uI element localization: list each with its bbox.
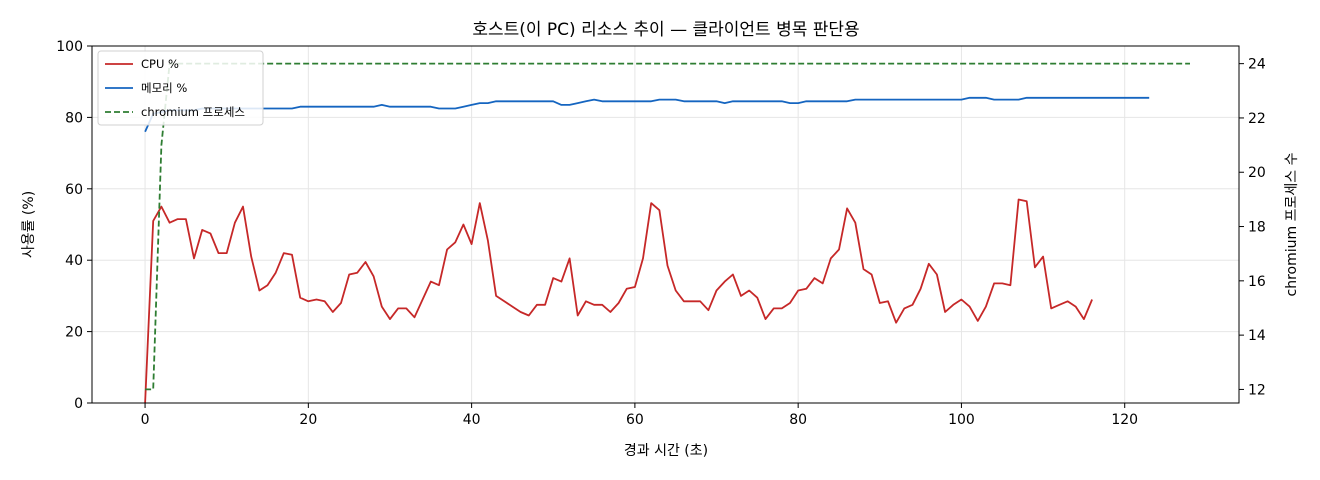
y-axis-left: 0 20 40 60 80 100 (56, 39, 92, 412)
x-tick-label: 80 (789, 412, 807, 428)
x-axis: 0 20 40 60 80 100 120 (141, 403, 1138, 428)
series-line-0 (144, 198, 1093, 404)
legend-label-2: chromium 프로세스 (141, 105, 245, 119)
y2-tick-label: 22 (1248, 111, 1266, 127)
chart-title: 호스트(이 PC) 리소스 추이 — 클라이언트 병목 판단용 (472, 20, 859, 40)
x-tick-label: 100 (948, 412, 975, 428)
y2-tick-label: 24 (1248, 57, 1266, 73)
y2-tick-label: 14 (1248, 328, 1266, 344)
y2-tick-label: 20 (1248, 165, 1266, 181)
series-layer (144, 62, 1190, 404)
y2-tick-label: 12 (1248, 382, 1266, 398)
y-tick-label: 0 (74, 396, 83, 412)
y-tick-label: 80 (65, 110, 83, 126)
x-tick-label: 40 (463, 412, 481, 428)
legend-label-1: 메모리 % (141, 81, 187, 95)
x-tick-label: 0 (141, 412, 150, 428)
series-line-2 (145, 62, 1190, 391)
y-tick-label: 60 (65, 182, 83, 198)
y2-tick-label: 18 (1248, 220, 1266, 236)
legend-box (97, 50, 264, 126)
x-tick-label: 60 (626, 412, 644, 428)
x-tick-label: 20 (299, 412, 317, 428)
legend: CPU % 메모리 % chromium 프로세스 (97, 50, 264, 126)
plot-frame (91, 45, 1240, 404)
y-tick-label: 100 (56, 39, 83, 55)
y2-tick-label: 16 (1248, 274, 1266, 290)
y2-axis-label: chromium 프로세스 수 (1284, 152, 1300, 296)
legend-label-0: CPU % (141, 57, 179, 71)
y-tick-label: 40 (65, 253, 83, 269)
y-axis-right: 12 14 16 18 20 22 24 (1239, 57, 1266, 398)
y-tick-label: 20 (65, 325, 83, 341)
x-tick-label: 120 (1111, 412, 1138, 428)
series-line-1 (144, 96, 1150, 133)
x-axis-label: 경과 시간 (초) (624, 443, 708, 459)
y-axis-label: 사용률 (%) (21, 191, 37, 258)
